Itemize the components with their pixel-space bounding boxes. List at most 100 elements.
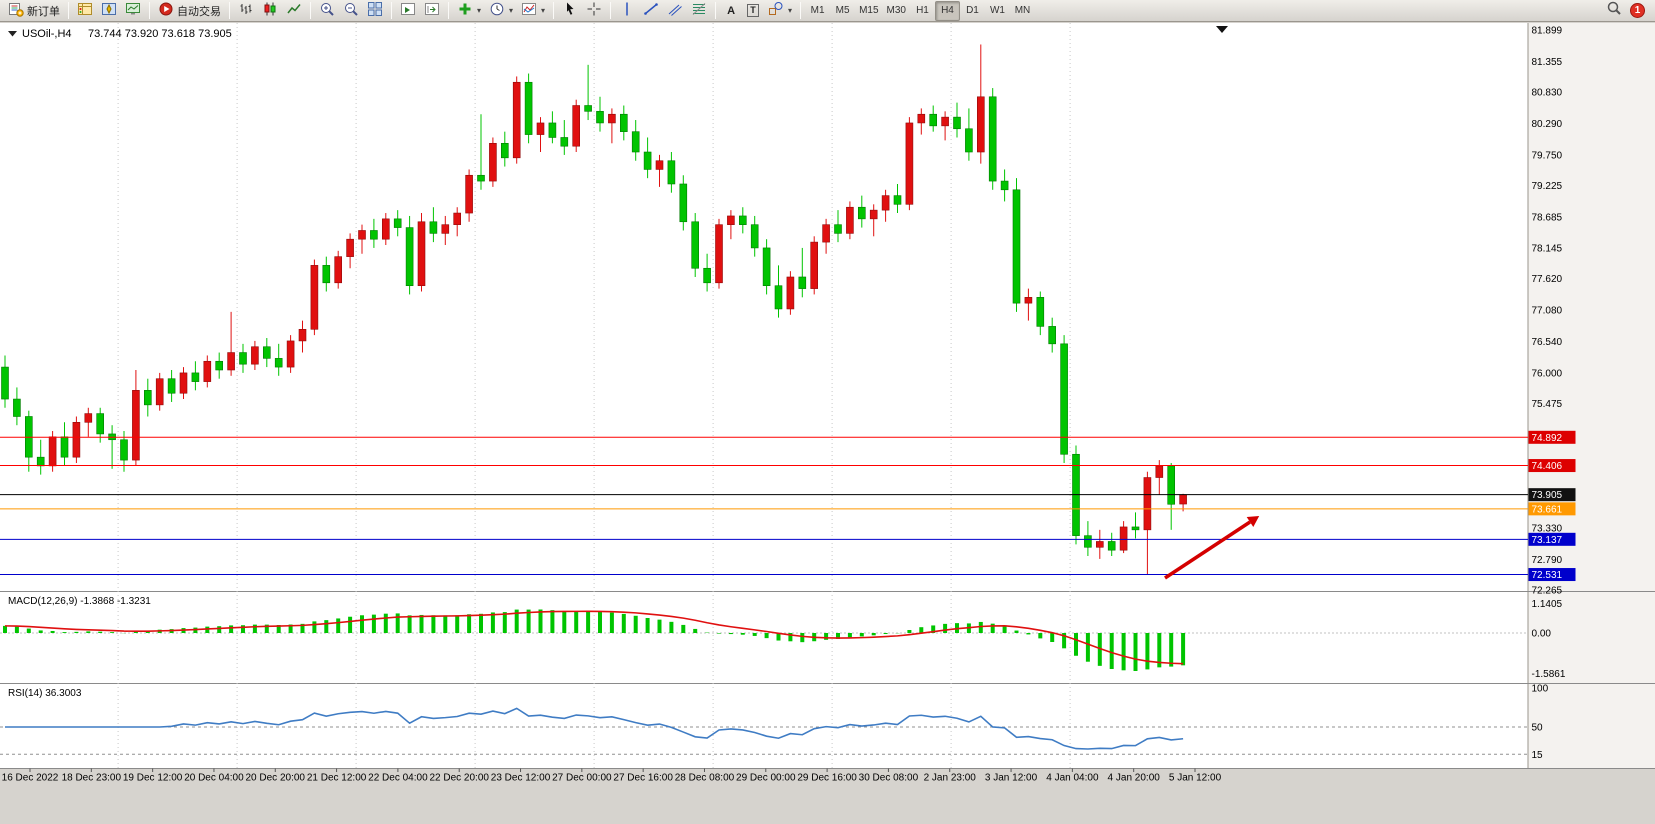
- svg-text:5 Jan 12:00: 5 Jan 12:00: [1169, 773, 1222, 784]
- notification-badge[interactable]: 1: [1630, 3, 1645, 18]
- time-axis[interactable]: 16 Dec 2022 18 Dec 23:00 19 Dec 12:00 20 De…: [2, 768, 1222, 784]
- candle-chart-button[interactable]: [258, 1, 282, 21]
- main-toolbar: 新订单 自动交易 ▾ ▾ ▾ A T ▾ M1 M5 M15 M30 H1 H4 D1 W1 MN 1: [0, 0, 1655, 22]
- vertical-line-button[interactable]: [615, 1, 639, 21]
- svg-text:77.620: 77.620: [1532, 274, 1563, 285]
- indicators-button[interactable]: ▾: [453, 1, 485, 21]
- svg-text:81.899: 81.899: [1532, 26, 1563, 37]
- price-line-badge: 73.137: [1528, 532, 1576, 546]
- svg-text:1.1405: 1.1405: [1532, 599, 1563, 610]
- macd-panel: [0, 609, 1528, 671]
- cursor-icon: [567, 2, 574, 15]
- svg-text:76.000: 76.000: [1532, 368, 1563, 379]
- trend-arrow[interactable]: [1164, 515, 1260, 580]
- toolbar-separator: [715, 2, 717, 19]
- svg-text:27 Dec 00:00: 27 Dec 00:00: [552, 773, 612, 784]
- chart-menu-icon[interactable]: [8, 31, 17, 37]
- toolbar-separator: [310, 2, 311, 19]
- timeframe-d1-button[interactable]: D1: [966, 5, 979, 16]
- chart-title-symbol: USOil-,H4: [22, 28, 72, 40]
- market-watch-button[interactable]: [73, 1, 97, 21]
- svg-text:100: 100: [1532, 684, 1549, 695]
- periods-button[interactable]: ▾: [485, 1, 517, 21]
- time-marker-icon: [1216, 26, 1228, 33]
- clock-icon: [490, 2, 504, 16]
- tile-windows-button[interactable]: [363, 1, 387, 21]
- zoom-out-icon: [345, 3, 358, 16]
- terminal-button[interactable]: [121, 1, 145, 21]
- search-icon[interactable]: [1606, 0, 1622, 21]
- svg-text:80.830: 80.830: [1532, 88, 1563, 99]
- timeframe-mn-button[interactable]: MN: [1014, 5, 1031, 16]
- crosshair-button[interactable]: [582, 1, 606, 21]
- timeframe-m15-button[interactable]: M15: [859, 5, 879, 16]
- auto-scroll-button[interactable]: [396, 1, 420, 21]
- svg-text:23 Dec 12:00: 23 Dec 12:00: [491, 773, 551, 784]
- cursor-button[interactable]: [558, 1, 582, 21]
- zoom-out-button[interactable]: [339, 1, 363, 21]
- templates-button[interactable]: ▾: [517, 1, 549, 21]
- shapes-icon: [769, 2, 783, 15]
- timeframe-w1-button[interactable]: W1: [989, 5, 1005, 16]
- svg-text:0.00: 0.00: [1532, 629, 1552, 640]
- toolbar-right: 1: [1606, 0, 1651, 21]
- svg-text:29 Dec 00:00: 29 Dec 00:00: [736, 773, 796, 784]
- price-axis[interactable]: 81.899 81.355 80.830 80.290 79.750 79.225 78.6…: [1528, 26, 1576, 761]
- svg-text:73.137: 73.137: [1532, 535, 1563, 546]
- timeframe-m1-button[interactable]: M1: [810, 5, 825, 16]
- svg-text:4 Jan 04:00: 4 Jan 04:00: [1046, 773, 1099, 784]
- bar-chart-button[interactable]: [234, 1, 258, 21]
- timeframe-m5-button[interactable]: M5: [835, 5, 850, 16]
- channel-icon: [668, 4, 682, 16]
- svg-text:15: 15: [1532, 750, 1544, 761]
- toolbar-separator: [68, 2, 69, 19]
- timeframe-h4-button[interactable]: H4: [934, 0, 960, 21]
- fibonacci-button[interactable]: [687, 1, 711, 21]
- new-order-icon: [9, 3, 24, 17]
- channel-button[interactable]: [663, 1, 687, 21]
- svg-text:75.475: 75.475: [1532, 399, 1563, 410]
- svg-text:72.531: 72.531: [1532, 570, 1563, 581]
- toolbar-separator: [553, 2, 555, 19]
- vertical-line-icon: [626, 2, 628, 16]
- svg-text:3 Jan 12:00: 3 Jan 12:00: [985, 773, 1038, 784]
- svg-text:2 Jan 23:00: 2 Jan 23:00: [924, 773, 977, 784]
- svg-text:76.540: 76.540: [1532, 337, 1563, 348]
- svg-text:50: 50: [1532, 723, 1544, 734]
- svg-text:79.750: 79.750: [1532, 150, 1563, 161]
- zoom-in-button[interactable]: [315, 1, 339, 21]
- auto-trading-button[interactable]: 自动交易: [154, 1, 225, 21]
- rsi-label: RSI(14) 36.3003: [8, 688, 82, 699]
- svg-text:79.225: 79.225: [1532, 181, 1563, 192]
- macd-label: MACD(12,26,9) -1.3868 -1.3231: [8, 596, 151, 607]
- svg-text:78.145: 78.145: [1532, 244, 1563, 255]
- text-label-button[interactable]: T: [742, 1, 764, 21]
- svg-text:81.355: 81.355: [1532, 57, 1563, 68]
- fibonacci-icon: [692, 3, 706, 15]
- navigator-button[interactable]: [97, 1, 121, 21]
- text-button[interactable]: A: [720, 1, 742, 21]
- shapes-button[interactable]: ▾: [764, 1, 796, 21]
- price-line-badge: 73.905: [1528, 488, 1576, 502]
- new-order-button[interactable]: 新订单: [4, 1, 64, 21]
- line-chart-button[interactable]: [282, 1, 306, 21]
- chart-background: [0, 23, 1655, 824]
- timeframe-m30-button[interactable]: M30: [886, 5, 906, 16]
- chart-shift-button[interactable]: [420, 1, 444, 21]
- svg-text:22 Dec 04:00: 22 Dec 04:00: [368, 773, 428, 784]
- tile-windows-icon: [368, 2, 382, 16]
- svg-text:73.905: 73.905: [1532, 490, 1563, 501]
- timeframe-h1-button[interactable]: H1: [916, 5, 929, 16]
- chart-axes[interactable]: 81.899 81.355 80.830 80.290 79.750 79.225 78.6…: [2, 26, 1576, 784]
- toolbar-separator: [448, 2, 449, 19]
- svg-text:80.290: 80.290: [1532, 119, 1563, 130]
- trendline-button[interactable]: [639, 1, 663, 21]
- price-line-badge: 73.661: [1528, 502, 1576, 516]
- chevron-down-icon: ▾: [477, 6, 482, 15]
- svg-text:30 Dec 08:00: 30 Dec 08:00: [859, 773, 919, 784]
- price-lines[interactable]: [0, 436, 1528, 576]
- svg-text:78.685: 78.685: [1532, 212, 1563, 223]
- price-line-badge: 74.406: [1528, 459, 1576, 473]
